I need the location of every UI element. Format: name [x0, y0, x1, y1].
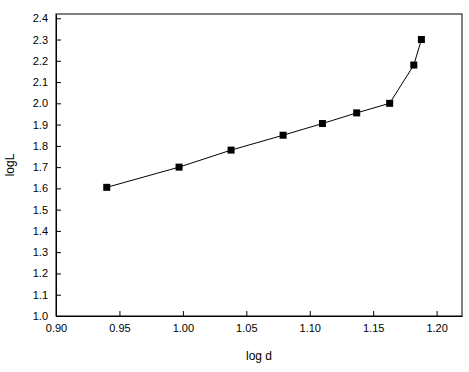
- tick-label: 2.2: [33, 55, 48, 67]
- tick-label: 1.1: [33, 289, 48, 301]
- tick: 1.00: [173, 311, 194, 334]
- plot-frame: [56, 14, 462, 316]
- y-axis: 1.0 1.1 1.2 1.3 1.4 1.5 1.6 1.7 1.8 1.9 2.0 2.1 2.2 2…: [33, 12, 61, 322]
- x-axis: 0.90 0.95 1.00 1.05 1.10 1.15 1.20: [46, 311, 463, 334]
- tick-mark: [373, 311, 374, 316]
- tick: 1.7: [33, 161, 61, 173]
- marker: [418, 36, 425, 43]
- tick: 1.8: [33, 140, 61, 152]
- tick: 1.4: [33, 225, 61, 237]
- tick: 1.2: [33, 267, 61, 279]
- tick-label: 2.4: [33, 12, 48, 24]
- tick: 2.0: [33, 97, 61, 109]
- marker: [228, 147, 235, 154]
- tick-label: 1.20: [426, 322, 447, 334]
- tick-mark: [56, 40, 61, 41]
- x-axis-title: log d: [246, 349, 272, 363]
- tick-label: 1.15: [363, 322, 384, 334]
- tick-label: 2.1: [33, 76, 48, 88]
- tick-mark: [56, 103, 61, 104]
- tick: 1.6: [33, 182, 61, 194]
- tick-mark: [56, 61, 61, 62]
- tick-mark: [56, 210, 61, 211]
- tick-mark: [310, 311, 311, 316]
- tick-label: 2.0: [33, 97, 48, 109]
- tick-label: 1.3: [33, 246, 48, 258]
- tick-label: 1.4: [33, 225, 48, 237]
- tick: 1.20: [426, 311, 447, 334]
- chart: 0.90 0.95 1.00 1.05 1.10 1.15 1.20 1.0 1.1 1.2 1.3…: [0, 0, 469, 372]
- tick: 1.3: [33, 246, 61, 258]
- marker: [280, 132, 287, 139]
- tick-label: 1.5: [33, 204, 48, 216]
- tick-mark: [437, 311, 438, 316]
- marker: [319, 120, 326, 127]
- tick: 1.10: [300, 311, 321, 334]
- tick-label: 1.8: [33, 140, 48, 152]
- tick-label: 1.9: [33, 119, 48, 131]
- tick-mark: [56, 125, 61, 126]
- tick: 0.95: [109, 311, 130, 334]
- tick-label: 1.05: [236, 322, 257, 334]
- y-axis-title: logL: [3, 153, 17, 176]
- tick: 1.5: [33, 204, 61, 216]
- line: [107, 40, 422, 188]
- tick-label: 0.95: [109, 322, 130, 334]
- marker: [386, 100, 393, 107]
- tick-label: 1.10: [300, 322, 321, 334]
- tick-mark: [183, 311, 184, 316]
- tick: 2.1: [33, 76, 61, 88]
- marker: [353, 109, 360, 116]
- tick: 1.15: [363, 311, 384, 334]
- tick: 2.3: [33, 34, 61, 46]
- tick-mark: [119, 311, 120, 316]
- tick-label: 1.0: [33, 310, 48, 322]
- tick-label: 1.00: [173, 322, 194, 334]
- tick-label: 1.2: [33, 267, 48, 279]
- series: [103, 36, 425, 191]
- marker: [103, 184, 110, 191]
- tick-mark: [56, 231, 61, 232]
- tick-mark: [56, 295, 61, 296]
- tick-mark: [56, 167, 61, 168]
- tick-mark: [56, 188, 61, 189]
- tick-mark: [56, 18, 61, 19]
- tick-mark: [56, 82, 61, 83]
- tick-label: 2.3: [33, 34, 48, 46]
- tick: 1.05: [236, 311, 257, 334]
- marker: [176, 164, 183, 171]
- tick: 1.9: [33, 119, 61, 131]
- tick-mark: [56, 146, 61, 147]
- tick: 1.1: [33, 289, 61, 301]
- plot: 0.90 0.95 1.00 1.05 1.10 1.15 1.20 1.0 1.1 1.2 1.3…: [33, 12, 463, 334]
- marker: [410, 62, 417, 69]
- tick: 2.2: [33, 55, 61, 67]
- tick-label: 1.7: [33, 161, 48, 173]
- tick-mark: [246, 311, 247, 316]
- tick-label: 1.6: [33, 182, 48, 194]
- tick-label: 0.90: [46, 322, 67, 334]
- tick-mark: [56, 252, 61, 253]
- tick-mark: [56, 273, 61, 274]
